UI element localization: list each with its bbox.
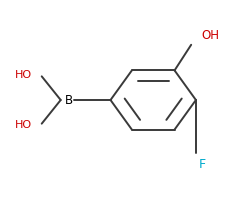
Text: HO: HO (14, 120, 32, 130)
Text: B: B (65, 94, 73, 106)
Text: HO: HO (14, 70, 32, 80)
Text: F: F (198, 158, 205, 171)
Text: OH: OH (202, 29, 220, 42)
